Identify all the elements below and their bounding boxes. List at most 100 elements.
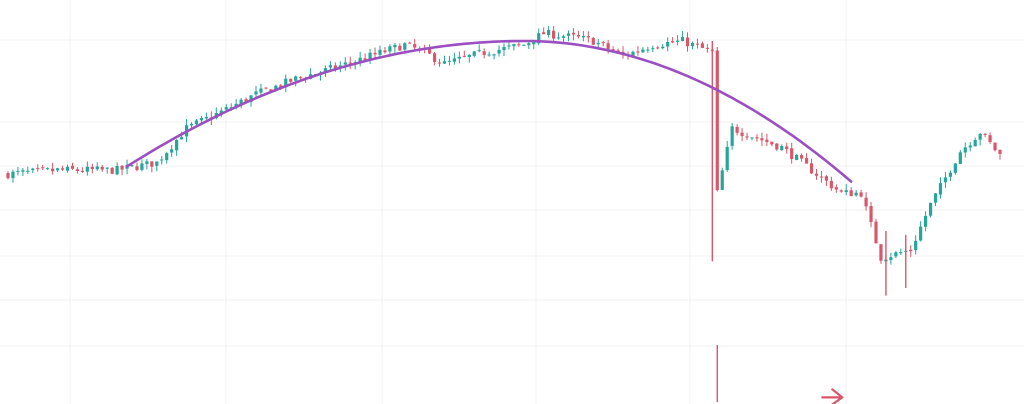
candle-body	[388, 46, 392, 52]
candle-body	[398, 45, 402, 51]
candle-body	[631, 51, 635, 57]
candle-body	[641, 49, 645, 53]
candle-body	[854, 192, 858, 196]
candle-body	[199, 118, 204, 121]
candle-body	[264, 87, 268, 89]
candle-body	[413, 44, 417, 48]
candle-body	[661, 46, 665, 49]
candle-body	[284, 78, 288, 88]
candle-body	[834, 187, 838, 190]
candle-body	[432, 53, 437, 62]
candle-body	[477, 50, 481, 52]
candle-body	[100, 166, 104, 170]
candle-body	[561, 36, 566, 38]
candle-body	[51, 168, 55, 172]
candle-body	[36, 168, 40, 170]
candle-body	[254, 91, 258, 95]
candle-body	[442, 61, 447, 64]
candle-body	[502, 46, 506, 51]
candle-body	[180, 137, 184, 140]
candle-body	[785, 146, 789, 150]
candle-body	[194, 120, 199, 125]
candle-body	[988, 135, 992, 142]
candle-body	[715, 50, 719, 191]
candle-body	[11, 171, 15, 179]
candle-body	[879, 244, 883, 261]
candle-body	[586, 36, 590, 38]
candle-body	[705, 47, 709, 49]
candle-body	[115, 166, 119, 175]
candle-body	[839, 190, 843, 192]
candle-body	[542, 32, 546, 35]
candle-body	[348, 62, 352, 64]
candle-body	[566, 33, 571, 36]
candle-body	[70, 165, 75, 169]
candle-body	[983, 133, 987, 135]
candle-body	[85, 166, 89, 172]
candle-body	[31, 168, 35, 171]
candle-body	[809, 163, 814, 174]
candle-body	[740, 132, 744, 136]
candle-body	[556, 37, 561, 39]
candle-body	[685, 37, 690, 47]
candle-body	[21, 170, 25, 172]
candle-body	[393, 44, 397, 48]
candle-body	[552, 30, 556, 39]
candle-body	[56, 168, 60, 171]
candle-body	[95, 166, 99, 170]
candle-body	[160, 159, 164, 161]
annotations	[125, 39, 853, 404]
candle-body	[899, 252, 903, 254]
candle-body	[90, 166, 94, 170]
candle-body	[943, 177, 948, 183]
candle-body	[953, 163, 957, 173]
candle-body	[819, 176, 824, 178]
candle-body	[135, 166, 139, 170]
candle-body	[358, 57, 362, 62]
candle-body	[487, 54, 491, 56]
candle-body	[869, 205, 873, 223]
candle-body	[343, 62, 347, 65]
candle-body	[6, 173, 10, 179]
candle-body	[403, 43, 407, 50]
candle-body	[437, 62, 442, 64]
candle-body	[46, 168, 50, 170]
candle-body	[378, 49, 382, 55]
candle-body	[522, 44, 526, 46]
candle-body	[576, 35, 580, 37]
candle-body	[978, 134, 982, 140]
candle-body	[695, 43, 700, 45]
candle-body	[75, 169, 80, 171]
candle-body	[938, 183, 943, 195]
candle-body	[571, 32, 576, 35]
candle-body	[462, 55, 466, 57]
candle-body	[894, 252, 898, 257]
candle-body	[963, 147, 967, 153]
candle-body	[646, 49, 650, 51]
candle-body	[383, 50, 387, 53]
candle-body	[105, 167, 109, 169]
candle-body	[844, 190, 848, 193]
candle-body	[65, 166, 70, 171]
candle-body	[328, 65, 332, 68]
candle-body	[581, 36, 585, 38]
candle-body	[928, 202, 933, 216]
candle-body	[26, 170, 30, 172]
candle-body	[60, 168, 65, 170]
candle-body	[914, 240, 918, 251]
candle-body	[80, 170, 84, 172]
rounding-top-arc	[125, 39, 853, 183]
candle-body	[219, 110, 223, 114]
candle-body	[249, 95, 253, 102]
candle-body	[824, 176, 828, 181]
candle-body	[775, 143, 779, 150]
candle-body	[795, 155, 799, 161]
candle-body	[408, 42, 412, 44]
candle-body	[933, 193, 938, 203]
candle-body	[606, 43, 610, 49]
candle-body	[755, 137, 759, 139]
candle-body	[507, 45, 511, 47]
candle-body	[492, 54, 496, 56]
candle-body	[512, 44, 516, 47]
